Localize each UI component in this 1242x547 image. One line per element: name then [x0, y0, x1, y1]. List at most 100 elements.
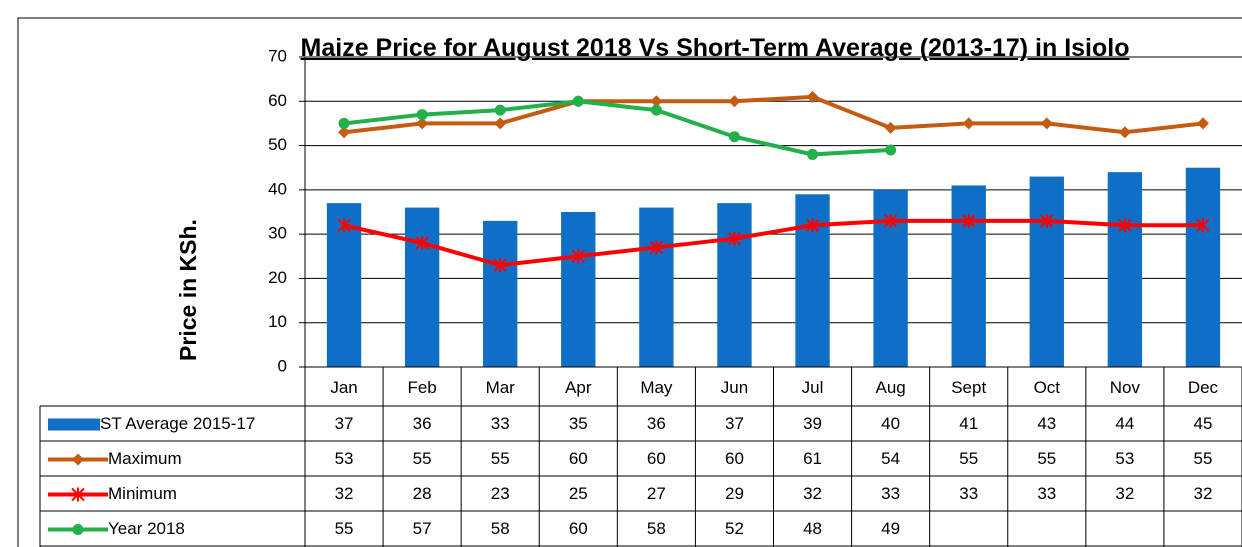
table-value: 61 — [803, 449, 822, 468]
y-tick-label: 10 — [268, 312, 287, 331]
table-value: 58 — [491, 519, 510, 538]
point — [1118, 218, 1132, 233]
legend-label: ST Average 2015-17 — [100, 414, 255, 433]
point — [883, 213, 898, 228]
table-value: 32 — [1193, 484, 1212, 503]
table-value: 55 — [959, 449, 978, 468]
table-value: 54 — [881, 449, 900, 468]
table-value: 55 — [1037, 449, 1056, 468]
x-tick-label: Mar — [486, 378, 516, 397]
point — [884, 121, 897, 134]
bar — [1185, 167, 1221, 367]
point — [571, 249, 585, 264]
table-value: 53 — [1115, 449, 1134, 468]
point — [1118, 126, 1131, 139]
point — [1040, 213, 1054, 228]
point — [1196, 117, 1209, 130]
x-tick-label: Apr — [565, 378, 592, 397]
table-value: 29 — [725, 484, 744, 503]
point — [805, 218, 820, 233]
point — [806, 90, 819, 103]
point — [728, 131, 740, 143]
y-tick-label: 60 — [268, 91, 287, 110]
point — [650, 104, 662, 116]
point — [337, 218, 351, 233]
y-axis-title: Price in KSh. — [175, 219, 201, 361]
x-tick-label: Dec — [1188, 378, 1219, 397]
legend-label: Minimum — [108, 484, 177, 503]
table-value: 33 — [1037, 484, 1056, 503]
bar — [1029, 176, 1064, 367]
table-value: 40 — [881, 414, 900, 433]
table-value: 53 — [335, 449, 354, 468]
table-value: 36 — [647, 414, 666, 433]
x-tick-label: Aug — [876, 378, 906, 397]
point — [1040, 117, 1053, 130]
table-value: 45 — [1193, 414, 1212, 433]
bar — [717, 203, 752, 367]
table-value: 49 — [881, 519, 900, 538]
table-value: 43 — [1037, 414, 1056, 433]
table-value: 33 — [959, 484, 978, 503]
table-value: 32 — [1115, 484, 1134, 503]
table-value: 33 — [881, 484, 900, 503]
table-value: 60 — [569, 519, 588, 538]
table-value: 60 — [647, 449, 666, 468]
table-value: 32 — [803, 484, 822, 503]
bar — [404, 207, 440, 367]
point — [338, 126, 351, 139]
x-tick-label: May — [640, 378, 673, 397]
table-value: 60 — [725, 449, 744, 468]
point — [494, 104, 506, 116]
y-tick-label: 20 — [268, 268, 287, 287]
table-value: 55 — [491, 449, 510, 468]
legend-key — [48, 418, 100, 431]
table-value: 32 — [335, 484, 354, 503]
table-value: 44 — [1115, 414, 1134, 433]
table-value: 28 — [413, 484, 432, 503]
x-tick-label: Nov — [1110, 378, 1141, 397]
point — [416, 117, 429, 130]
y-tick-label: 40 — [268, 179, 287, 198]
table-value: 58 — [647, 519, 666, 538]
table-value: 60 — [569, 449, 588, 468]
x-tick-label: Jun — [721, 378, 748, 397]
point — [572, 95, 584, 107]
table-value: 55 — [1193, 449, 1212, 468]
legend-label: Maximum — [108, 449, 182, 468]
bar — [561, 212, 596, 367]
table-value: 36 — [413, 414, 432, 433]
point — [807, 148, 819, 160]
x-tick-label: Feb — [407, 378, 436, 397]
series-line — [343, 99, 891, 157]
point — [885, 144, 897, 156]
y-tick-label: 30 — [268, 224, 287, 243]
point — [415, 236, 429, 250]
legend-marker — [72, 453, 84, 466]
legend-label: Year 2018 — [108, 519, 185, 538]
table-value: 55 — [335, 519, 354, 538]
bar — [483, 220, 518, 367]
table-value: 23 — [491, 484, 510, 503]
legend-marker — [72, 524, 84, 535]
x-tick-label: Oct — [1034, 378, 1061, 397]
point — [1196, 218, 1210, 233]
point — [728, 95, 741, 108]
bar — [639, 207, 674, 367]
table-value: 33 — [491, 414, 510, 433]
table-value: 41 — [959, 414, 978, 433]
point — [416, 109, 428, 121]
x-tick-label: Jan — [330, 378, 357, 397]
chart-title: Maize Price for August 2018 Vs Short-Ter… — [300, 34, 1130, 62]
bar — [951, 185, 986, 367]
y-tick-label: 70 — [268, 46, 287, 65]
bar — [1107, 172, 1143, 367]
point — [493, 258, 507, 273]
x-tick-label: Sept — [951, 378, 986, 397]
point — [649, 240, 664, 255]
table-value: 39 — [803, 414, 822, 433]
table-value: 48 — [803, 519, 822, 538]
table-value: 35 — [569, 414, 588, 433]
series-line — [343, 94, 1204, 135]
